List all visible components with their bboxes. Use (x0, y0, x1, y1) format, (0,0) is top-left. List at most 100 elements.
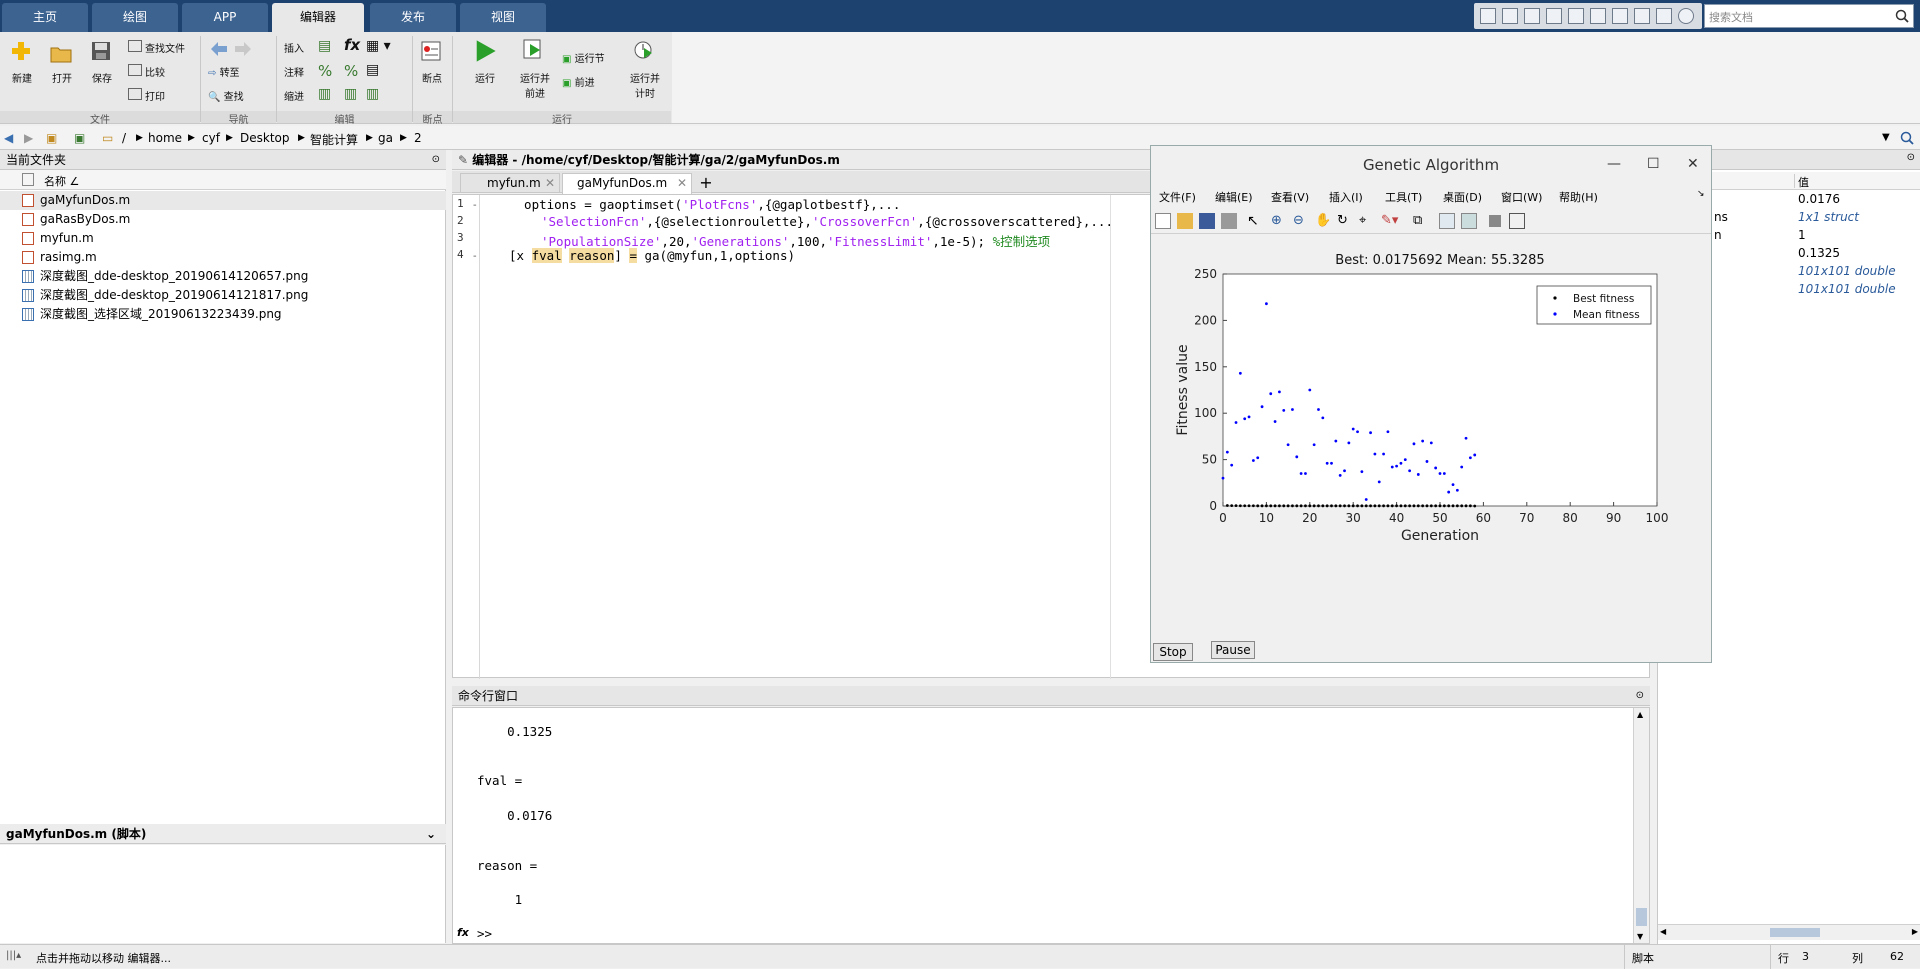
file-item[interactable]: rasimg.m (0, 248, 446, 267)
function-browser-fx-icon[interactable]: fx (457, 926, 469, 939)
breadcrumb-2[interactable]: 2 (414, 131, 422, 145)
insert-menu-icon[interactable]: ▦ ▾ (366, 38, 391, 54)
switch-windows-icon[interactable] (1634, 8, 1650, 24)
pointer-icon[interactable]: ↖ (1247, 213, 1259, 229)
workspace-variable-row[interactable]: ns 1x1 struct (1658, 210, 1920, 228)
editor-tab-gamyfundos[interactable]: gaMyfunDos.m ✕ (562, 173, 692, 194)
tab-view[interactable]: 视图 (460, 3, 546, 32)
layout-icon[interactable] (1480, 8, 1496, 24)
file-item[interactable]: gaMyfunDos.m (0, 191, 446, 210)
insert-button[interactable]: 插入 (284, 44, 304, 55)
data-cursor-icon[interactable]: ⌖ (1359, 213, 1367, 228)
brush-icon[interactable]: ✎▾ (1381, 213, 1399, 228)
legend-icon[interactable] (1461, 213, 1477, 229)
save-button[interactable]: 保存 (92, 74, 112, 85)
find-button[interactable]: 🔍 查找 (208, 88, 268, 103)
tab-home[interactable]: 主页 (2, 3, 88, 32)
workspace-variable-row[interactable]: 0.0176 (1658, 192, 1920, 210)
undo-icon[interactable] (1590, 8, 1606, 24)
workspace-variable-row[interactable]: 101x101 double (1658, 282, 1920, 300)
scroll-thumb[interactable] (1636, 908, 1647, 926)
scroll-left-icon[interactable]: ◀ (1660, 927, 1667, 936)
run-and-time-button[interactable]: 运行并 计时 (628, 70, 662, 100)
redo-icon[interactable] (1612, 8, 1628, 24)
file-item[interactable]: 深度截图_dde-desktop_20190614121817.png (0, 286, 446, 305)
breadcrumb-smart-computing[interactable]: 智能计算 (310, 133, 359, 147)
forward-icon[interactable]: ▶ (24, 131, 34, 145)
goto-button[interactable]: ⇨ 转至 (208, 64, 268, 79)
command-prompt[interactable]: >> (477, 926, 493, 941)
run-section-button[interactable]: ▣ 运行节 (562, 50, 622, 65)
tab-editor[interactable]: 编辑器 (272, 3, 364, 32)
tab-apps[interactable]: APP (182, 3, 268, 32)
scroll-up-icon[interactable]: ▲ (1637, 710, 1644, 719)
scroll-down-icon[interactable]: ▼ (1637, 932, 1644, 941)
name-column-header[interactable]: 名称 ∠ (44, 175, 80, 188)
forward-arrow-icon[interactable] (232, 38, 254, 60)
comment-percent-icon[interactable]: % (318, 62, 333, 80)
copy-icon[interactable] (1546, 8, 1562, 24)
workspace-column-header[interactable]: 值 (1658, 172, 1920, 190)
show-plot-tools-icon[interactable] (1509, 213, 1525, 229)
command-window-body[interactable]: 0.1325 fval = 0.0176 reason = 1 fx >> ▲ … (452, 707, 1650, 944)
command-window-header[interactable]: 命令行窗口 ⊙ (452, 686, 1650, 706)
cut-icon[interactable] (1524, 8, 1540, 24)
editor-tab-myfun[interactable]: myfun.m ✕ (460, 173, 560, 193)
browse-folder-icon[interactable]: ▣ (74, 131, 86, 145)
menu-file[interactable]: 文件(F) (1159, 191, 1196, 204)
pause-button[interactable]: Pause (1211, 641, 1255, 659)
indent-button[interactable]: 缩进 (284, 92, 304, 103)
tab-plots[interactable]: 绘图 (92, 3, 178, 32)
comment-button[interactable]: 注释 (284, 68, 304, 79)
close-tab-icon[interactable]: ✕ (676, 176, 687, 190)
tab-publish[interactable]: 发布 (370, 3, 456, 32)
fx-icon[interactable]: fx (344, 36, 361, 54)
editor-title-bar[interactable]: ✎ 编辑器 - /home/cyf/Desktop/智能计算/ga/2/gaMy… (452, 150, 1152, 170)
workspace-horizontal-scrollbar[interactable]: ◀ ▶ (1658, 924, 1920, 940)
paste-icon[interactable] (1568, 8, 1584, 24)
menu-help[interactable]: 帮助(H) (1559, 191, 1598, 204)
close-tab-icon[interactable]: ✕ (544, 176, 555, 190)
uncomment-icon[interactable]: % (344, 62, 359, 80)
file-item[interactable]: 深度截图_选择区域_20190613223439.png (0, 305, 446, 324)
save-figure-icon[interactable] (1199, 213, 1215, 229)
collapse-chevron-icon[interactable]: ⌄ (425, 827, 436, 841)
menu-insert[interactable]: 插入(I) (1329, 191, 1363, 204)
stop-button[interactable]: Stop (1153, 643, 1193, 661)
increase-indent-icon[interactable]: ▥ (344, 86, 358, 102)
breakpoints-button[interactable]: 断点 (422, 74, 442, 85)
workspace-variable-row[interactable]: 101x101 double (1658, 264, 1920, 282)
menu-desktop[interactable]: 桌面(D) (1443, 191, 1483, 204)
menu-edit[interactable]: 编辑(E) (1215, 191, 1253, 204)
back-icon[interactable]: ◀ (4, 131, 14, 145)
link-plot-icon[interactable]: ⧉ (1413, 213, 1423, 228)
address-dropdown-icon[interactable]: ▼ (1882, 132, 1890, 143)
zoom-in-icon[interactable]: ⊕ (1271, 213, 1282, 228)
smart-indent-icon[interactable]: ▥ (318, 86, 332, 102)
pan-hand-icon[interactable]: ✋ (1315, 213, 1332, 228)
scroll-right-icon[interactable]: ▶ (1911, 927, 1918, 936)
hide-plot-tools-icon[interactable] (1489, 215, 1501, 227)
file-item[interactable]: 深度截图_dde-desktop_20190614120657.png (0, 267, 446, 286)
breadcrumb-home[interactable]: home (148, 131, 183, 145)
maximize-icon[interactable]: ☐ (1647, 156, 1660, 172)
colorbar-icon[interactable] (1439, 213, 1455, 229)
search-icon[interactable] (1895, 9, 1909, 23)
new-figure-icon[interactable] (1155, 213, 1171, 229)
advance-button[interactable]: ▣ 前进 (562, 74, 622, 89)
decrease-indent-icon[interactable]: ▥ (366, 86, 380, 102)
details-panel-header[interactable]: gaMyfunDos.m (脚本) ⌄ (0, 824, 446, 844)
compare-button[interactable]: 比较 (128, 64, 194, 79)
run-and-advance-button[interactable]: 运行并 前进 (518, 70, 552, 100)
open-button[interactable]: 打开 (52, 74, 72, 85)
file-list-column-header[interactable]: 名称 ∠ (0, 170, 446, 190)
genetic-algorithm-figure-window[interactable]: Genetic Algorithm — ☐ ✕ 文件(F) 编辑(E) 查看(V… (1150, 145, 1712, 663)
file-item[interactable]: gaRasByDos.m (0, 210, 446, 229)
menu-view[interactable]: 查看(V) (1271, 191, 1310, 204)
address-search-icon[interactable] (1900, 131, 1914, 145)
rotate-3d-icon[interactable]: ↻ (1337, 213, 1348, 228)
help-icon[interactable] (1678, 8, 1694, 24)
window-icon[interactable] (1656, 8, 1672, 24)
menu-window[interactable]: 窗口(W) (1501, 191, 1543, 204)
